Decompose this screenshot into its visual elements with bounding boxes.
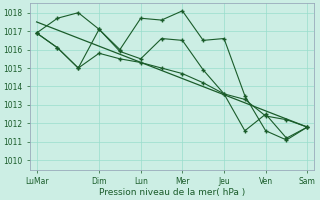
- X-axis label: Pression niveau de la mer( hPa ): Pression niveau de la mer( hPa ): [99, 188, 245, 197]
